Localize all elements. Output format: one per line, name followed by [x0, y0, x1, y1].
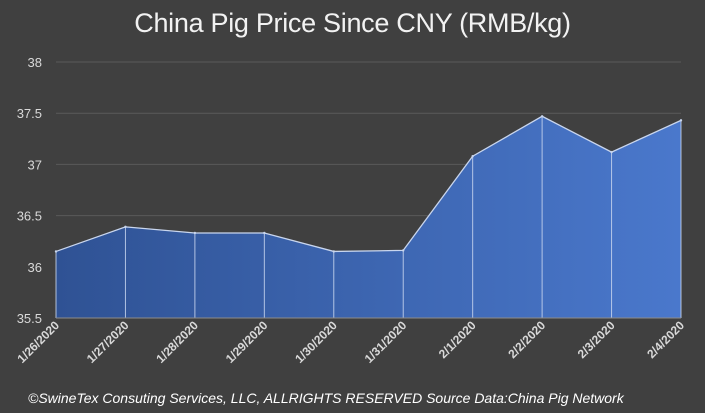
data-point: [540, 115, 544, 118]
data-point: [124, 225, 127, 229]
x-tick-label: 2/1/2020: [436, 318, 479, 361]
x-tick-label: 1/31/2020: [362, 318, 410, 366]
y-tick-label: 37: [28, 157, 42, 172]
data-point: [193, 231, 197, 235]
x-tick-label: 2/4/2020: [644, 318, 687, 361]
y-tick-label: 37.5: [17, 106, 42, 121]
y-tick-label: 35.5: [17, 311, 42, 326]
y-tick-label: 36: [28, 260, 42, 275]
x-tick-label: 1/28/2020: [153, 318, 201, 366]
series-area: [56, 116, 681, 318]
y-tick-label: 38: [28, 55, 42, 70]
data-point: [263, 231, 266, 235]
chart-title: China Pig Price Since CNY (RMB/kg): [134, 8, 571, 38]
data-point: [54, 250, 58, 253]
data-point: [471, 155, 474, 158]
x-tick-label: 2/3/2020: [575, 318, 618, 361]
copyright-footer: ©SwineTex Consuting Services, LLC, ALLRI…: [28, 390, 624, 406]
y-tick-label: 36.5: [17, 209, 42, 224]
data-point: [610, 150, 613, 154]
series-line: [55, 115, 682, 253]
data-point: [332, 250, 335, 253]
data-point: [679, 119, 683, 122]
x-tick-label: 1/27/2020: [84, 318, 132, 366]
x-tick-label: 2/2/2020: [505, 318, 548, 361]
x-tick-label: 1/30/2020: [292, 318, 340, 366]
x-tick-label: 1/29/2020: [223, 318, 271, 366]
data-point: [402, 249, 405, 252]
